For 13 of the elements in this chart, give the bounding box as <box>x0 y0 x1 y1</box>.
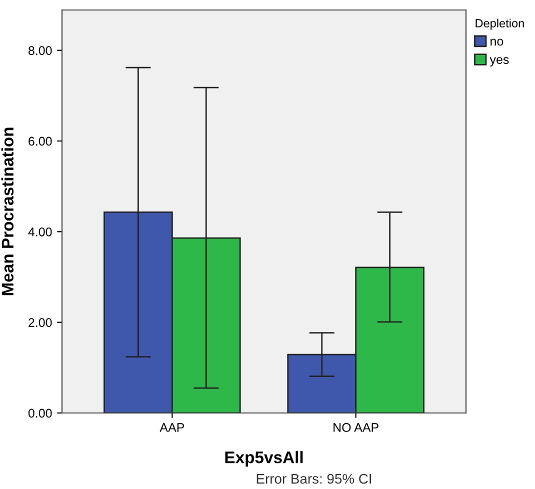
x-tick-label: AAP <box>160 423 184 432</box>
x-axis-title: Exp5vsAll <box>225 451 303 467</box>
text: Error Bars: 95% CI <box>256 474 371 484</box>
y-tick-label: 6.00 <box>28 136 52 146</box>
x-tick-label: NO AAP <box>334 423 378 432</box>
y-axis-title: Mean Procrastination <box>1 128 14 296</box>
y-tick-label: 2.00 <box>28 318 52 327</box>
legend-label: no <box>490 38 504 46</box>
legend-label: yes <box>490 57 509 66</box>
y-tick-label: 8.00 <box>28 46 52 55</box>
y-tick-label: 4.00 <box>28 227 52 236</box>
y-tick-label: 0.00 <box>28 408 52 418</box>
legend-title: Depletion <box>476 18 524 30</box>
